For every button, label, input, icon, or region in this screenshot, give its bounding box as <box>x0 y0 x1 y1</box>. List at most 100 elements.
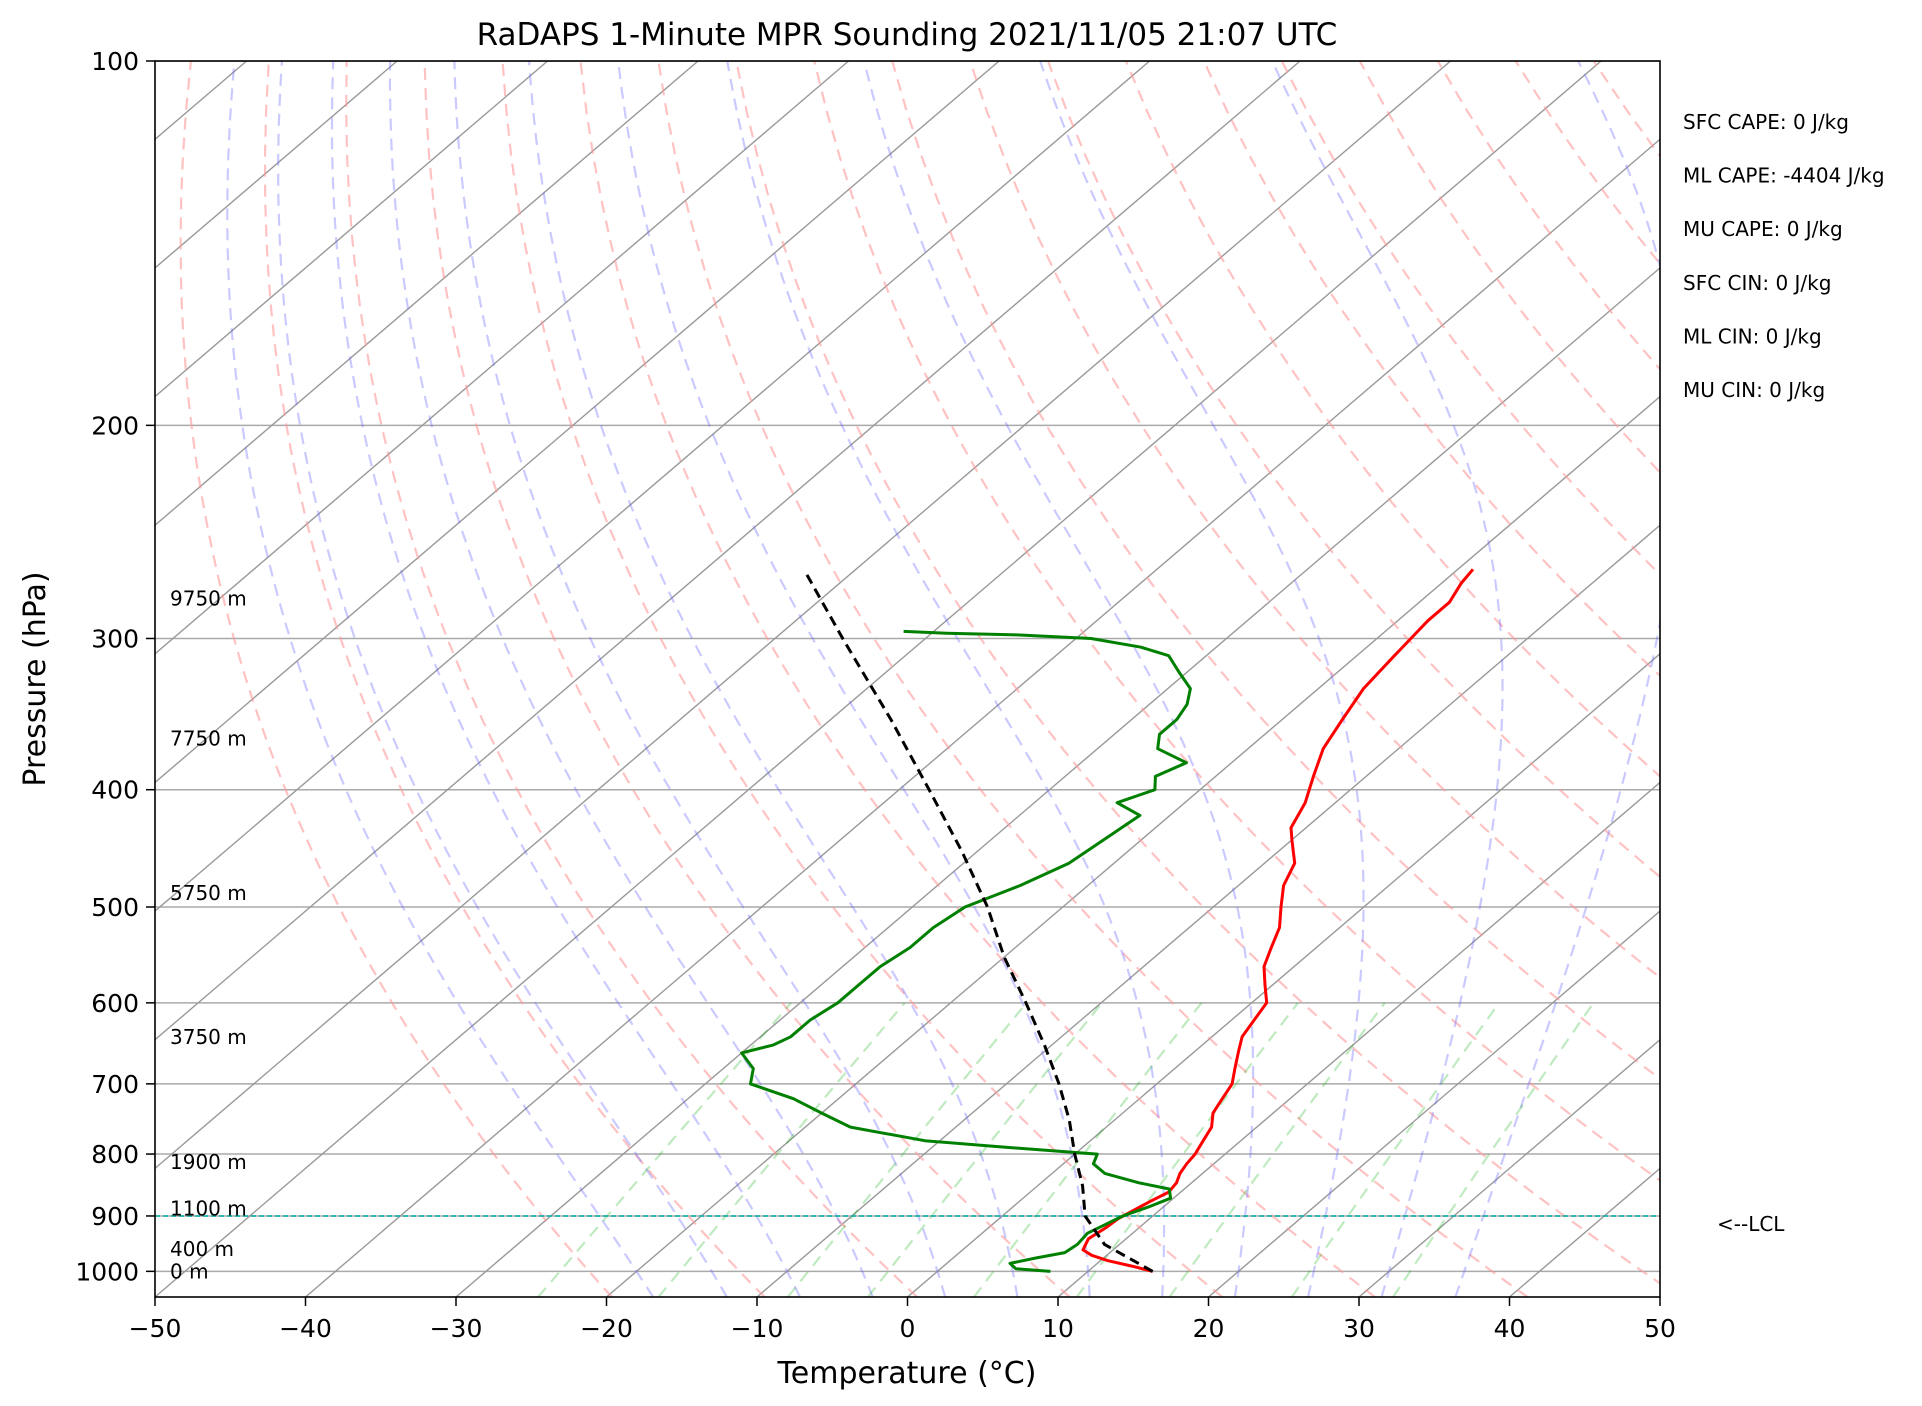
parcel-profile-trace <box>804 572 1154 1273</box>
isotherm <box>155 61 549 398</box>
mixing-ratio-line <box>867 1002 1103 1297</box>
dry-adiabat <box>1202 61 1660 678</box>
dry-adiabat <box>1671 61 1922 1297</box>
dry-adiabat <box>735 61 1660 1285</box>
y-tick-label: 200 <box>91 411 139 440</box>
y-tick-label: 800 <box>91 1140 139 1169</box>
x-tick-label: −20 <box>580 1314 633 1343</box>
x-tick-label: −30 <box>430 1314 483 1343</box>
dry-adiabat <box>1124 61 1660 778</box>
moist-adiabat <box>226 61 655 1297</box>
moist-adiabat <box>388 61 874 1297</box>
dry-adiabat <box>969 61 1660 979</box>
height-label: 1900 m <box>170 1150 247 1174</box>
isotherm <box>1811 61 1922 1297</box>
x-tick-label: 40 <box>1494 1314 1526 1343</box>
chart-title: RaDAPS 1-Minute MPR Sounding 2021/11/05 … <box>477 17 1338 53</box>
height-label: 7750 m <box>170 727 247 751</box>
dry-adiabat <box>179 61 613 1297</box>
dry-adiabat <box>813 61 1660 1182</box>
parameter-text: SFC CAPE: 0 J/kg <box>1683 110 1849 134</box>
isotherm <box>155 61 699 527</box>
moist-adiabat <box>863 61 1255 1297</box>
x-tick-label: −10 <box>731 1314 784 1343</box>
mixing-ratio-line <box>973 1002 1203 1297</box>
plot-frame <box>154 60 1661 1298</box>
isotherm <box>1057 781 1660 1297</box>
isotherm <box>155 61 1151 913</box>
parameter-panel: SFC CAPE: 0 J/kg ML CAPE: -4404 J/kg MU CA… <box>1683 110 1885 402</box>
moist-adiabat <box>726 61 1166 1297</box>
isotherm <box>155 61 1000 784</box>
isotherm <box>155 61 850 655</box>
isotherm <box>1509 1167 1660 1297</box>
dry-adiabat <box>1280 61 1660 576</box>
dry-adiabat <box>1046 61 1660 879</box>
height-label: 0 m <box>170 1259 209 1283</box>
isotherm <box>155 61 1452 1170</box>
temperature-trace <box>1081 568 1475 1273</box>
x-tick-label: −40 <box>279 1314 332 1343</box>
parameter-text: SFC CIN: 0 J/kg <box>1683 271 1831 295</box>
isotherm <box>455 267 1660 1297</box>
mixing-ratio-line <box>1075 1002 1299 1297</box>
y-tick-label: 600 <box>91 989 139 1018</box>
isotherm <box>155 61 1301 1041</box>
height-label: 1100 m <box>170 1196 247 1220</box>
y-tick-label: 300 <box>91 624 139 653</box>
moist-adiabat <box>277 61 728 1297</box>
isotherm <box>1358 1038 1660 1297</box>
isotherm <box>155 61 1602 1297</box>
x-tick-label: 30 <box>1343 1314 1375 1343</box>
mixing-ratio-line <box>537 1002 792 1297</box>
dry-adiabat <box>263 61 766 1297</box>
isotherm <box>756 524 1660 1297</box>
dry-adiabat <box>1749 61 1922 1297</box>
moist-adiabat <box>1271 61 1504 1297</box>
height-label: 9750 m <box>170 586 247 610</box>
dry-adiabat <box>345 61 918 1297</box>
sounding-traces <box>155 568 1660 1273</box>
dewpoint-trace <box>740 629 1192 1273</box>
y-tick-label: 1000 <box>75 1257 139 1286</box>
y-tick-label: 400 <box>91 776 139 805</box>
x-tick-label: 20 <box>1193 1314 1225 1343</box>
mixing-ratio-line <box>1392 1002 1595 1297</box>
isotherm <box>1659 1296 1660 1297</box>
x-tick-label: 10 <box>1042 1314 1074 1343</box>
height-label: 3750 m <box>170 1025 247 1049</box>
moist-adiabat <box>617 61 1091 1297</box>
y-tick-label: 100 <box>91 47 139 76</box>
dry-adiabat <box>579 61 1376 1297</box>
mixing-ratio-line <box>1168 1002 1386 1297</box>
lcl-label: <--LCL <box>1717 1212 1785 1236</box>
axis-ticks: −50 −40 −30 −20 −10 0 10 20 30 40 50 100 200 300 400 50… <box>75 47 1676 1343</box>
mixing-ratio-line <box>1290 1002 1501 1297</box>
moist-adiabat <box>330 61 801 1297</box>
y-axis-label: Pressure (hPa) <box>18 571 53 786</box>
parameter-text: MU CIN: 0 J/kg <box>1683 378 1825 402</box>
mixing-ratio-line <box>786 1002 1028 1297</box>
y-tick-label: 900 <box>91 1202 139 1231</box>
parameter-text: ML CAPE: -4404 J/kg <box>1683 164 1885 188</box>
dry-adiabat <box>1827 61 1922 1297</box>
isotherm <box>606 395 1660 1297</box>
x-axis-label: Temperature (°C) <box>777 1356 1037 1391</box>
x-tick-label: 0 <box>900 1314 916 1343</box>
x-tick-label: 50 <box>1644 1314 1676 1343</box>
moist-adiabat <box>1039 61 1365 1297</box>
x-tick-label: −50 <box>129 1314 182 1343</box>
dry-adiabat <box>1436 61 1660 371</box>
isotherm <box>907 652 1660 1297</box>
isotherm <box>1208 910 1660 1297</box>
moist-adiabat <box>453 61 947 1297</box>
dry-adiabat <box>657 61 1529 1297</box>
isotherm <box>155 61 398 269</box>
parameter-text: ML CIN: 0 J/kg <box>1683 324 1822 348</box>
dry-adiabat <box>891 61 1660 1081</box>
dry-adiabat <box>423 61 1071 1297</box>
dry-adiabat <box>1905 61 1922 1297</box>
moist-adiabat <box>1454 61 1660 1297</box>
